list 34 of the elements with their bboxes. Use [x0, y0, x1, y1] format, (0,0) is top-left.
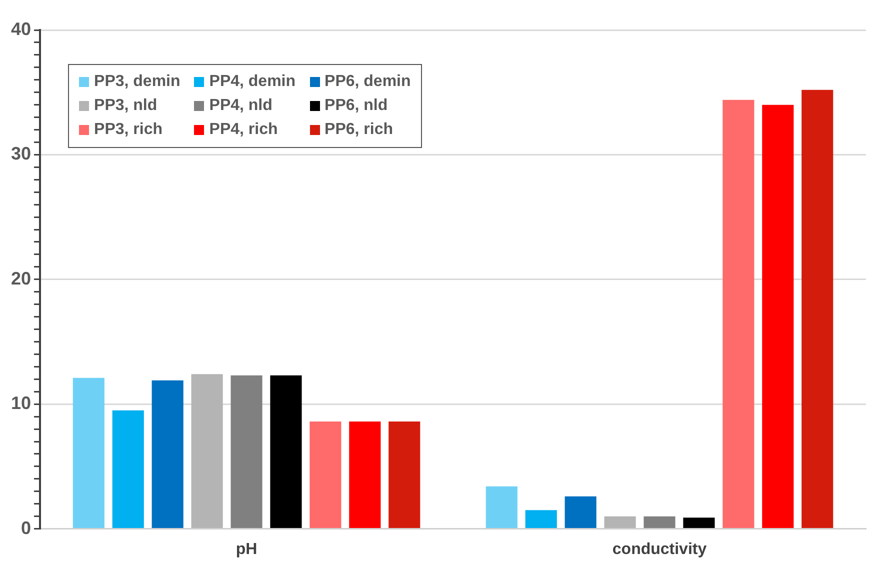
legend-label: PP6, rich — [324, 121, 393, 139]
bar — [388, 422, 420, 528]
legend-label: PP3, demin — [94, 73, 180, 91]
bar — [802, 90, 834, 528]
legend-label: PP3, nld — [94, 97, 158, 115]
legend-label: PP4, nld — [209, 97, 272, 115]
y-tick-label: 20 — [10, 268, 32, 288]
y-tick-label: 0 — [21, 518, 32, 538]
x-tick-label: conductivity — [612, 540, 707, 558]
bar — [564, 496, 596, 528]
x-tick-label: pH — [236, 540, 258, 558]
bar — [762, 104, 794, 528]
bar — [644, 516, 676, 528]
legend-label: PP6, nld — [324, 97, 388, 115]
y-tick-label: 40 — [10, 18, 32, 39]
bar — [722, 100, 754, 528]
bar — [112, 410, 144, 528]
legend-label: PP4, demin — [209, 73, 296, 91]
bar — [486, 486, 518, 528]
bar — [310, 422, 342, 528]
bar — [270, 375, 302, 528]
bar — [525, 510, 557, 528]
y-tick-label: 10 — [10, 393, 32, 414]
legend-label: PP4, rich — [209, 121, 278, 139]
legend-label: PP6, demin — [324, 73, 411, 91]
bar — [191, 374, 223, 528]
y-tick-label: 30 — [10, 144, 32, 164]
bar — [72, 378, 104, 528]
bar — [152, 380, 184, 528]
bar — [230, 375, 262, 528]
bar — [683, 518, 715, 528]
bar — [349, 422, 381, 528]
legend-label: PP3, rich — [94, 121, 162, 139]
bar — [604, 516, 636, 528]
